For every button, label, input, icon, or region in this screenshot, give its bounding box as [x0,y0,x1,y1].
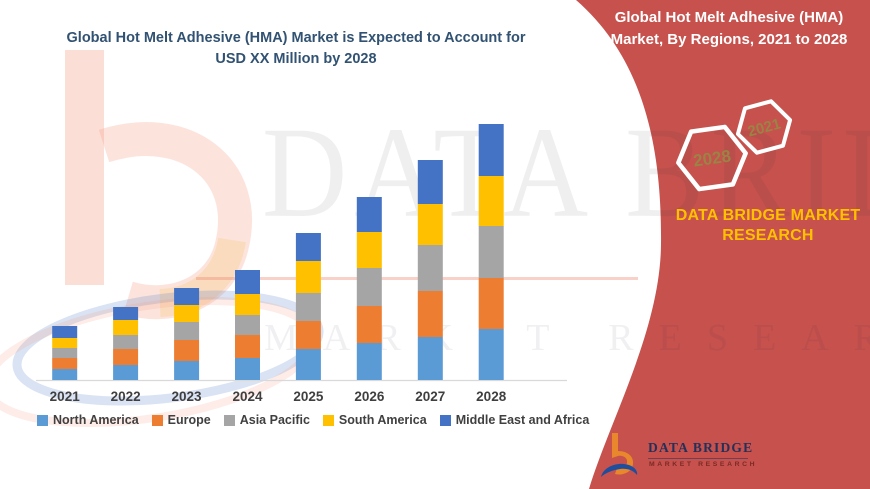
legend-swatch [322,414,334,426]
bar-segment-2021-north-america [52,369,78,380]
chart-title-line1: Global Hot Melt Adhesive (HMA) Market is… [66,30,526,46]
legend-label: Europe [167,413,211,427]
legend-item-europe: Europe [151,413,211,427]
bar-segment-2025-middle-east-and-africa [295,233,321,261]
bar-segment-2025-north-america [295,349,321,380]
bar-segment-2022-europe [113,349,139,365]
bar-segment-2022-asia-pacific [113,335,139,349]
watermark-pink-line [196,277,638,280]
bar-segment-2026-north-america [356,343,382,380]
bar-segment-2027-europe [417,291,443,337]
bar-segment-2027-north-america [417,337,443,380]
bar-segment-2025-asia-pacific [295,293,321,321]
chart-legend: North America Europe Asia Pacific South Ame… [37,413,589,427]
brand-wordmark-line1: DATA BRIDGE MARKET [675,207,861,224]
x-tick-label-2025: 2025 [293,389,324,404]
hexagon-2021-year: 2021 [746,115,783,140]
bar-segment-2025-europe [295,321,321,349]
brand-wordmark-gold: DATA BRIDGE MARKET RESEARCH [652,206,870,246]
bar-segment-2026-asia-pacific [356,268,382,306]
x-tick-label-2026: 2026 [354,389,385,404]
brand-wordmark-line2: RESEARCH [722,227,814,244]
chart-title-line2: USD XX Million by 2028 [215,51,377,67]
legend-item-asia-pacific: Asia Pacific [223,413,310,427]
bar-segment-2028-europe [478,278,504,329]
bar-segment-2024-asia-pacific [235,315,260,335]
x-tick-label-2021: 2021 [50,389,81,404]
legend-swatch [151,414,163,426]
legend-swatch [439,414,451,426]
red-panel-title: Global Hot Melt Adhesive (HMA) Market, B… [593,7,865,50]
legend-swatch [37,414,48,426]
bar-segment-2027-south-america [417,204,443,245]
legend-label: South America [338,413,427,427]
bar-segment-2023-south-america [174,305,200,322]
hexagon-2028-year: 2028 [692,146,732,170]
bar-segment-2028-asia-pacific [478,226,504,278]
x-tick-label-2027: 2027 [415,389,445,404]
red-panel-title-line1: Global Hot Melt Adhesive (HMA) [614,9,844,26]
legend-label: Asia Pacific [239,413,310,427]
legend-item-south-america: South America [322,413,427,427]
bar-segment-2025-south-america [295,261,321,293]
legend-item-middle-east-and-africa: Middle East and Africa [439,413,590,427]
bar-segment-2021-asia-pacific [52,348,78,358]
legend-label: Middle East and Africa [455,413,590,427]
hexagon-2021-outline [735,99,793,155]
legend-swatch [223,414,235,426]
bar-segment-2023-europe [174,340,200,361]
legend-item-north-america: North America [37,413,139,427]
red-panel-path [576,0,870,489]
bar-segment-2021-middle-east-and-africa [52,326,78,338]
bar-segment-2026-middle-east-and-africa [356,197,382,232]
bar-segment-2024-south-america [235,294,260,315]
bar-segment-2022-north-america [113,365,139,380]
bar-segment-2023-middle-east-and-africa [174,288,200,305]
x-tick-label-2024: 2024 [232,389,263,404]
hexagon-2028-outline [676,124,748,192]
bar-segment-2022-south-america [113,320,139,335]
logo-name-text: DATA BRIDGE [648,440,752,459]
bar-segment-2028-north-america [478,329,504,380]
bar-segment-2022-middle-east-and-africa [113,307,139,320]
bar-segment-2026-south-america [356,232,382,268]
bar-segment-2028-middle-east-and-africa [478,124,504,176]
bar-segment-2028-south-america [478,176,504,226]
bar-segment-2024-europe [235,335,260,358]
logo-b-shape [612,433,634,475]
bar-segment-2027-middle-east-and-africa [417,160,443,204]
bar-segment-2021-europe [52,358,78,369]
x-tick-label-2023: 2023 [172,389,203,404]
databridge-logo-icon [601,433,638,477]
red-panel-title-line2: Market, By Regions, 2021 to 2028 [610,30,848,48]
bar-segment-2023-north-america [174,361,200,380]
bar-segment-2024-north-america [235,358,260,380]
x-tick-label-2028: 2028 [476,389,507,404]
bar-segment-2026-europe [356,306,382,343]
bar-segment-2027-asia-pacific [417,245,443,291]
bar-segment-2023-asia-pacific [174,322,200,340]
bar-segment-2024-middle-east-and-africa [235,270,260,294]
bar-segment-2021-south-america [52,338,78,348]
logo-swoosh [601,463,638,477]
legend-label: North America [53,413,139,427]
logo-sub-text: MARKET RESEARCH [649,461,758,468]
chart-title: Global Hot Melt Adhesive (HMA) Market is… [35,28,557,70]
x-tick-label-2022: 2022 [111,389,141,404]
